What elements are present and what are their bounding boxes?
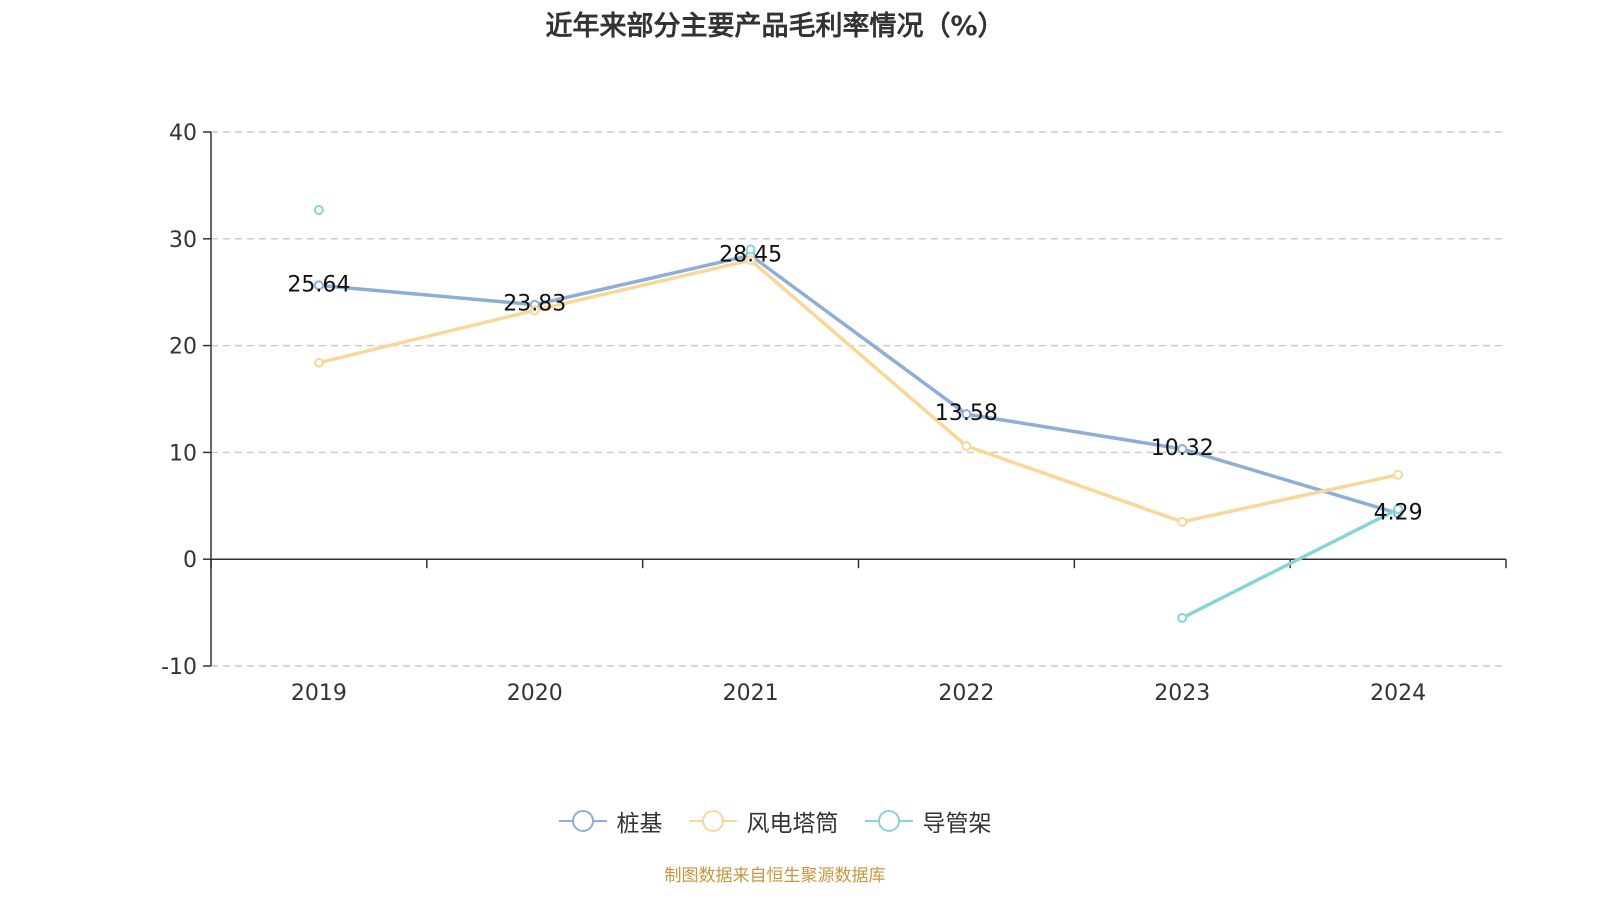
x-tick-label: 2020 — [507, 681, 563, 706]
data-label: 10.32 — [1151, 436, 1214, 461]
legend-item-jacket[interactable]: 导管架 — [864, 804, 992, 838]
legend-marker-icon — [558, 810, 607, 832]
series-line-segment — [317, 308, 537, 365]
y-tick-label: 40 — [169, 121, 197, 146]
x-tick-label: 2019 — [291, 681, 347, 706]
series-line-segment — [317, 283, 537, 307]
data-point — [313, 204, 324, 215]
x-tick-label: 2023 — [1154, 681, 1210, 706]
legend-marker-icon — [688, 810, 737, 832]
source-note: 制图数据来自恒生聚源数据库 — [664, 866, 886, 886]
y-tick-label: 20 — [169, 335, 197, 360]
legend-label: 风电塔筒 — [746, 811, 839, 837]
y-tick-label: 0 — [183, 548, 197, 573]
y-tick-label: -10 — [161, 655, 197, 680]
legend-marker-icon — [864, 810, 913, 832]
x-tick-label: 2021 — [723, 681, 779, 706]
data-point — [1393, 504, 1404, 515]
series-line-segment — [1180, 473, 1400, 524]
x-tick-label: 2022 — [938, 681, 994, 706]
data-label: 13.58 — [935, 401, 998, 426]
legend-item-wind-tower[interactable]: 风电塔筒 — [688, 804, 839, 838]
series-line-segment — [748, 258, 969, 448]
data-point — [529, 305, 540, 316]
legend-item-pile[interactable]: 桩基 — [558, 804, 663, 838]
data-point — [1177, 612, 1188, 623]
axes: -10 0 10 20 30 40 2019 2020 2021 2022 2023 2024 — [161, 121, 1507, 706]
y-tick-label: 10 — [169, 441, 197, 466]
series-line-segment — [533, 253, 753, 307]
data-label: 28.45 — [719, 242, 782, 267]
data-point — [745, 244, 756, 255]
series-line-segment — [964, 444, 1184, 524]
data-point — [313, 357, 324, 368]
series-lines — [313, 204, 1404, 623]
data-label: 23.83 — [503, 292, 566, 317]
legend-label: 导管架 — [922, 811, 992, 837]
data-point — [1177, 516, 1188, 527]
data-label: 4.29 — [1374, 500, 1423, 525]
legend-label: 桩基 — [616, 811, 663, 837]
data-label: 25.64 — [287, 272, 350, 297]
data-point — [961, 409, 972, 420]
series-line-segment — [1180, 507, 1400, 620]
data-point — [313, 280, 324, 291]
series-line-segment — [1180, 447, 1400, 516]
x-tick-label: 2024 — [1370, 681, 1426, 706]
y-tick-label: 30 — [169, 228, 197, 253]
data-labels: 25.64 23.83 28.45 13.58 10.32 4.29 — [287, 242, 1422, 525]
grid-lines — [211, 131, 1506, 667]
data-point — [1177, 443, 1188, 454]
chart-title: 近年来部分主要产品毛利率情况（%） — [545, 11, 1005, 42]
data-point — [1393, 469, 1404, 480]
data-point — [961, 440, 972, 451]
series-line-segment — [748, 253, 969, 416]
legend: 桩基 风电塔筒 导管架 — [0, 804, 1550, 838]
series-line-segment — [533, 258, 753, 313]
series-line-segment — [964, 412, 1184, 451]
data-point — [745, 255, 756, 266]
